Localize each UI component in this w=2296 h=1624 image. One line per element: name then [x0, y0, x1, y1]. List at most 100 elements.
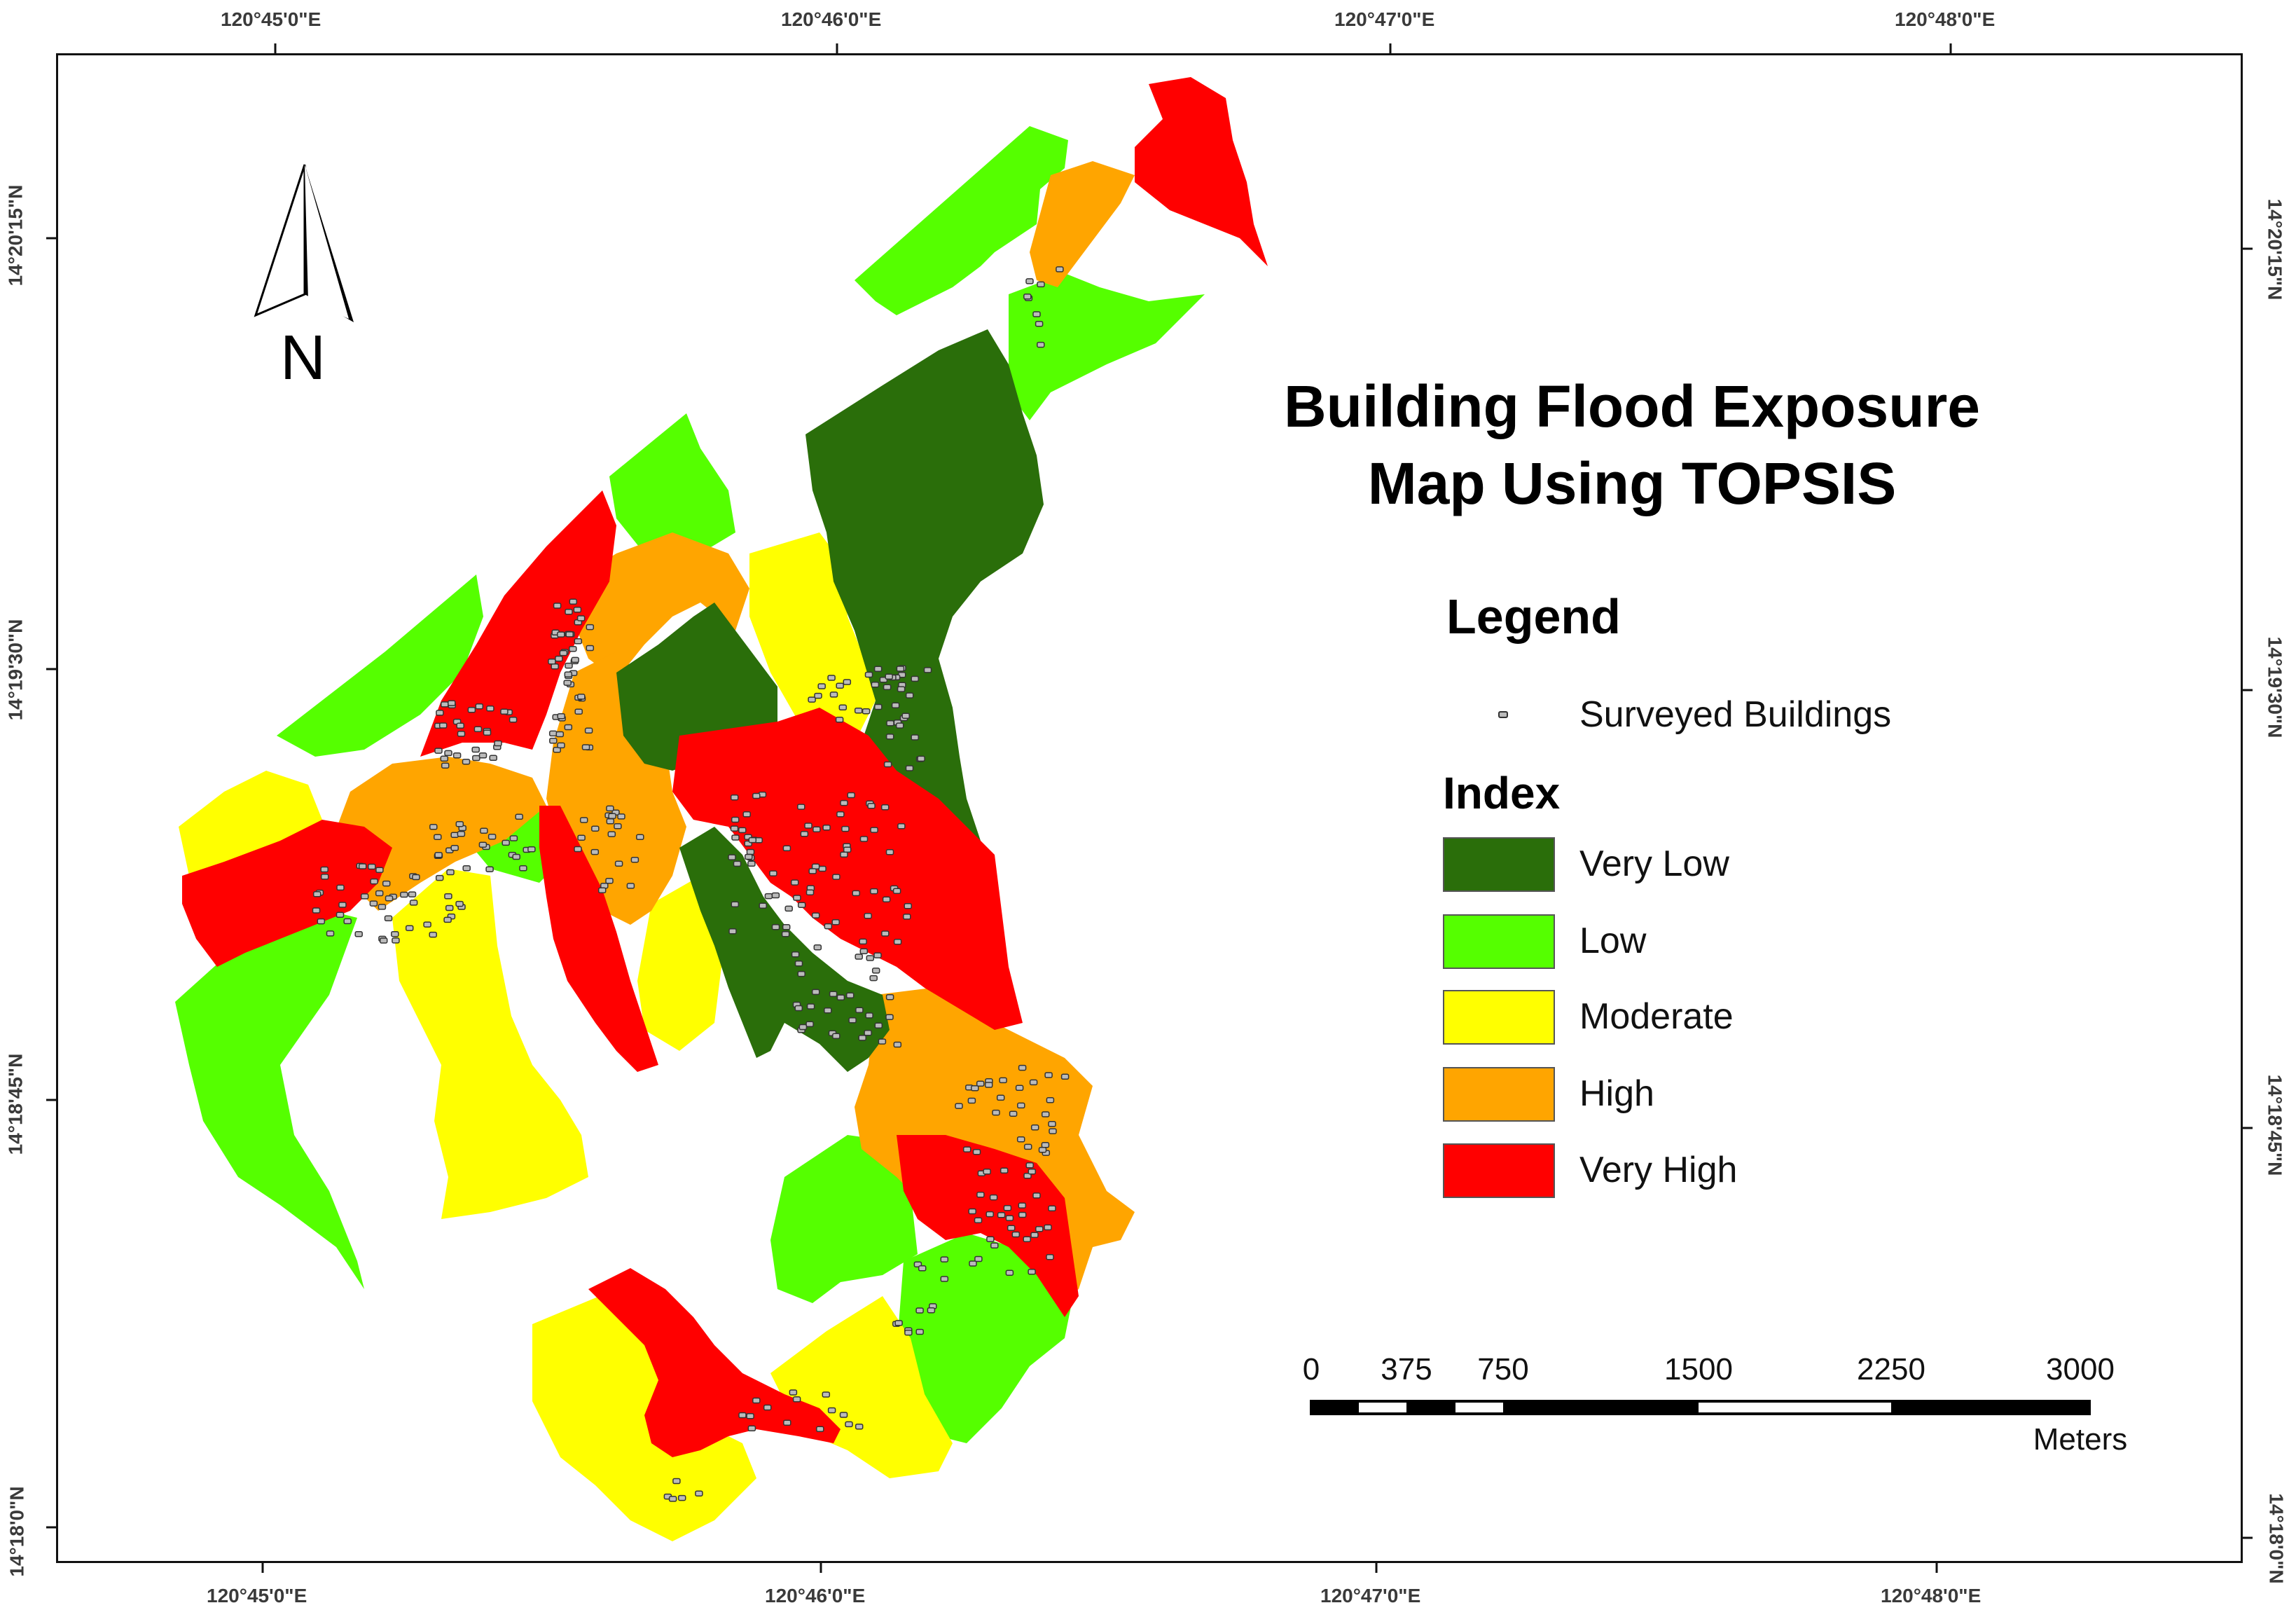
building-marker	[444, 893, 452, 900]
building-marker	[1023, 1143, 1032, 1150]
building-marker	[990, 1242, 999, 1249]
building-marker	[827, 1407, 836, 1414]
building-marker	[805, 889, 815, 895]
scale-label-375: 375	[1381, 1352, 1432, 1386]
building-marker	[455, 900, 464, 907]
legend-building-marker	[1498, 711, 1508, 718]
building-marker	[1037, 341, 1045, 348]
building-marker	[382, 880, 391, 887]
zone-very-high-center	[672, 708, 1023, 1030]
building-marker	[448, 700, 456, 706]
building-marker	[369, 900, 378, 907]
building-marker	[1041, 1111, 1050, 1117]
building-marker	[784, 905, 793, 912]
building-marker	[992, 1109, 1000, 1116]
building-marker	[827, 675, 836, 681]
building-marker	[445, 904, 454, 911]
scale-label-0: 0	[1302, 1352, 1320, 1386]
building-marker	[584, 727, 593, 734]
building-marker	[586, 645, 595, 652]
building-marker	[895, 722, 904, 729]
legend-index-title: Index	[1443, 768, 1561, 818]
building-marker	[893, 1041, 902, 1048]
building-marker	[782, 924, 791, 930]
legend-swatch-high	[1443, 1067, 1555, 1122]
building-marker	[969, 1260, 977, 1267]
building-marker	[771, 923, 780, 930]
building-marker	[358, 863, 367, 869]
building-marker	[1030, 1124, 1039, 1131]
building-marker	[832, 1033, 841, 1039]
building-marker	[967, 1097, 976, 1104]
building-marker	[885, 734, 894, 740]
bottom-tick-4: 120°48'0"E	[1881, 1585, 1982, 1606]
building-marker	[462, 758, 471, 765]
building-marker	[400, 891, 408, 898]
building-marker	[752, 792, 761, 799]
zone-low-north-strip	[855, 126, 1068, 315]
building-marker	[1018, 1211, 1027, 1218]
building-marker	[391, 930, 399, 937]
building-marker	[564, 671, 573, 677]
building-marker	[867, 802, 876, 809]
building-marker	[883, 761, 892, 768]
building-marker	[565, 662, 573, 669]
building-marker	[586, 624, 595, 631]
building-marker	[336, 911, 345, 918]
building-marker	[855, 954, 863, 960]
legend-label-very-high: Very High	[1579, 1150, 1738, 1190]
graticule-ticks	[46, 43, 2253, 1573]
zone-low-south-east-a	[770, 1135, 918, 1303]
map-title-line1: Building Flood Exposure	[1284, 373, 1980, 439]
building-marker	[608, 813, 616, 819]
building-marker	[483, 729, 492, 736]
zone-very-high-west	[182, 820, 392, 967]
building-marker	[1017, 1102, 1025, 1109]
building-marker	[855, 1423, 864, 1430]
building-marker	[1041, 1142, 1050, 1148]
building-marker	[783, 1419, 791, 1426]
building-marker	[317, 918, 326, 925]
building-marker	[636, 834, 644, 841]
building-marker	[962, 1146, 971, 1152]
building-marker	[441, 701, 449, 708]
building-marker	[563, 680, 572, 686]
legend-swatch-very-high	[1443, 1143, 1555, 1198]
building-marker	[607, 831, 616, 837]
building-marker	[574, 638, 583, 645]
building-marker	[1025, 278, 1034, 284]
building-marker	[870, 888, 878, 895]
top-tick-3: 120°47'0"E	[1334, 8, 1435, 30]
building-marker	[436, 710, 444, 716]
building-marker	[475, 703, 484, 710]
building-marker	[519, 865, 527, 872]
building-marker	[1025, 1162, 1034, 1169]
building-marker	[733, 860, 742, 867]
building-marker	[843, 679, 852, 685]
building-marker	[816, 1426, 824, 1433]
building-marker	[605, 877, 614, 884]
building-marker	[579, 817, 588, 823]
building-marker	[848, 1017, 857, 1024]
zone-very-high-south	[588, 1268, 841, 1457]
bottom-tick-3: 120°47'0"E	[1320, 1585, 1421, 1606]
building-marker	[901, 713, 910, 719]
building-marker	[892, 888, 901, 894]
building-marker	[800, 831, 809, 837]
building-marker	[885, 849, 894, 855]
building-marker	[385, 895, 394, 902]
building-marker	[984, 1082, 993, 1088]
building-marker	[896, 666, 905, 672]
scale-label-1500: 1500	[1664, 1352, 1733, 1386]
building-marker	[794, 1005, 803, 1012]
building-marker	[798, 1024, 808, 1031]
building-marker	[573, 607, 582, 613]
building-marker	[829, 691, 838, 698]
building-marker	[569, 598, 578, 605]
building-marker	[759, 902, 767, 909]
legend-label-very-low: Very Low	[1579, 844, 1729, 884]
building-marker	[858, 1035, 866, 1041]
building-marker	[581, 744, 590, 750]
building-marker	[571, 656, 579, 663]
building-marker	[626, 883, 635, 889]
